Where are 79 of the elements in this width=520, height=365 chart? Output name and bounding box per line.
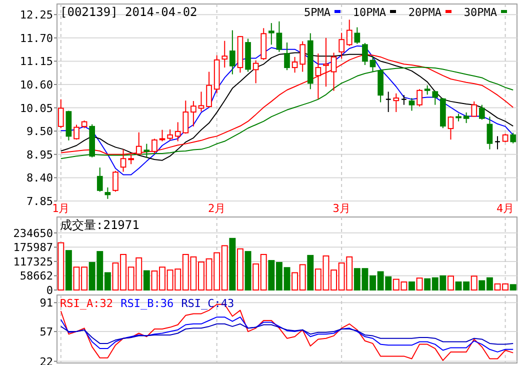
- candlestick: [276, 20, 282, 52]
- candlestick: [206, 71, 212, 108]
- y-tick-label: 175987: [13, 241, 53, 254]
- candlestick: [338, 32, 344, 60]
- bar: [143, 270, 150, 290]
- candlestick: [268, 22, 274, 46]
- candlestick: [354, 26, 360, 44]
- y-tick-label: 8.95: [26, 148, 53, 162]
- y-tick-label: 91: [40, 296, 53, 310]
- y-tick-label: 8.40: [26, 172, 53, 185]
- legend-label: 20PMA: [408, 6, 442, 19]
- bar: [65, 250, 72, 290]
- series-label: RSI_C:43: [181, 297, 234, 310]
- candlestick: [416, 88, 422, 108]
- candlestick: [159, 129, 166, 142]
- candlestick: [494, 136, 501, 150]
- y-tick-label: 12.25: [20, 8, 53, 22]
- y-tick-label: 117325: [13, 255, 53, 268]
- candlestick: [96, 167, 103, 192]
- bar: [408, 281, 415, 290]
- candlestick: [230, 30, 236, 75]
- line-series: [60, 323, 514, 345]
- legend-label: 5PMA: [304, 6, 331, 19]
- candlestick: [393, 92, 400, 113]
- bar: [470, 276, 478, 290]
- candlestick: [190, 100, 196, 127]
- y-tick-label: 10.60: [20, 78, 53, 92]
- y-tick-label: 9.50: [26, 125, 53, 138]
- y-tick-label: 7.85: [26, 195, 53, 208]
- candlestick: [284, 42, 290, 71]
- candlestick: [432, 90, 438, 106]
- bar: [58, 242, 64, 290]
- x-tick-label: 1月: [52, 202, 70, 215]
- y-tick-label: 234650: [13, 226, 53, 240]
- candlestick: [292, 56, 298, 74]
- y-tick-label: 0: [46, 284, 53, 297]
- candlestick: [167, 128, 173, 141]
- bar: [307, 254, 314, 290]
- candlestick: [479, 104, 485, 120]
- series-label: RSI_A:32: [60, 297, 113, 310]
- bar: [416, 278, 423, 290]
- candlestick: [252, 60, 259, 84]
- candlestick: [471, 100, 478, 118]
- legend-label: 10PMA: [352, 6, 386, 19]
- candlestick: [222, 40, 228, 68]
- chart-title: [002139] 2014-04-02: [60, 5, 198, 19]
- candlestick: [74, 124, 80, 140]
- candlestick: [198, 91, 204, 112]
- x-tick-label: 4月: [496, 202, 514, 215]
- bar: [244, 251, 252, 290]
- legend-label: 30PMA: [464, 6, 498, 19]
- y-tick-label: 11.15: [20, 55, 53, 68]
- candlestick: [400, 94, 407, 106]
- y-tick-label: 10.05: [20, 102, 53, 115]
- candlestick: [486, 116, 493, 150]
- bar: [448, 276, 454, 290]
- candlestick: [300, 40, 306, 72]
- series-label: RSI_B:36: [120, 297, 174, 310]
- candlestick: [510, 132, 516, 144]
- candlestick: [408, 98, 415, 112]
- candlestick: [463, 112, 470, 124]
- y-tick-label: 11.70: [20, 32, 53, 45]
- bar: [229, 238, 236, 290]
- bar: [236, 248, 244, 290]
- x-tick-label: 3月: [332, 202, 350, 215]
- x-tick-label: 2月: [208, 202, 226, 215]
- bar: [510, 284, 516, 290]
- y-tick-label: 57: [40, 326, 53, 339]
- candlestick: [362, 42, 368, 66]
- line-series: [60, 316, 514, 352]
- y-tick-label: 58662: [20, 270, 53, 283]
- candlestick: [424, 84, 430, 96]
- candlestick: [385, 91, 392, 113]
- candlestick: [104, 186, 111, 200]
- chart-title: 成交量:21971: [60, 218, 140, 232]
- candlestick: [112, 170, 118, 192]
- candlestick: [346, 19, 352, 46]
- y-tick-label: 22: [40, 355, 53, 365]
- candlestick: [448, 116, 454, 140]
